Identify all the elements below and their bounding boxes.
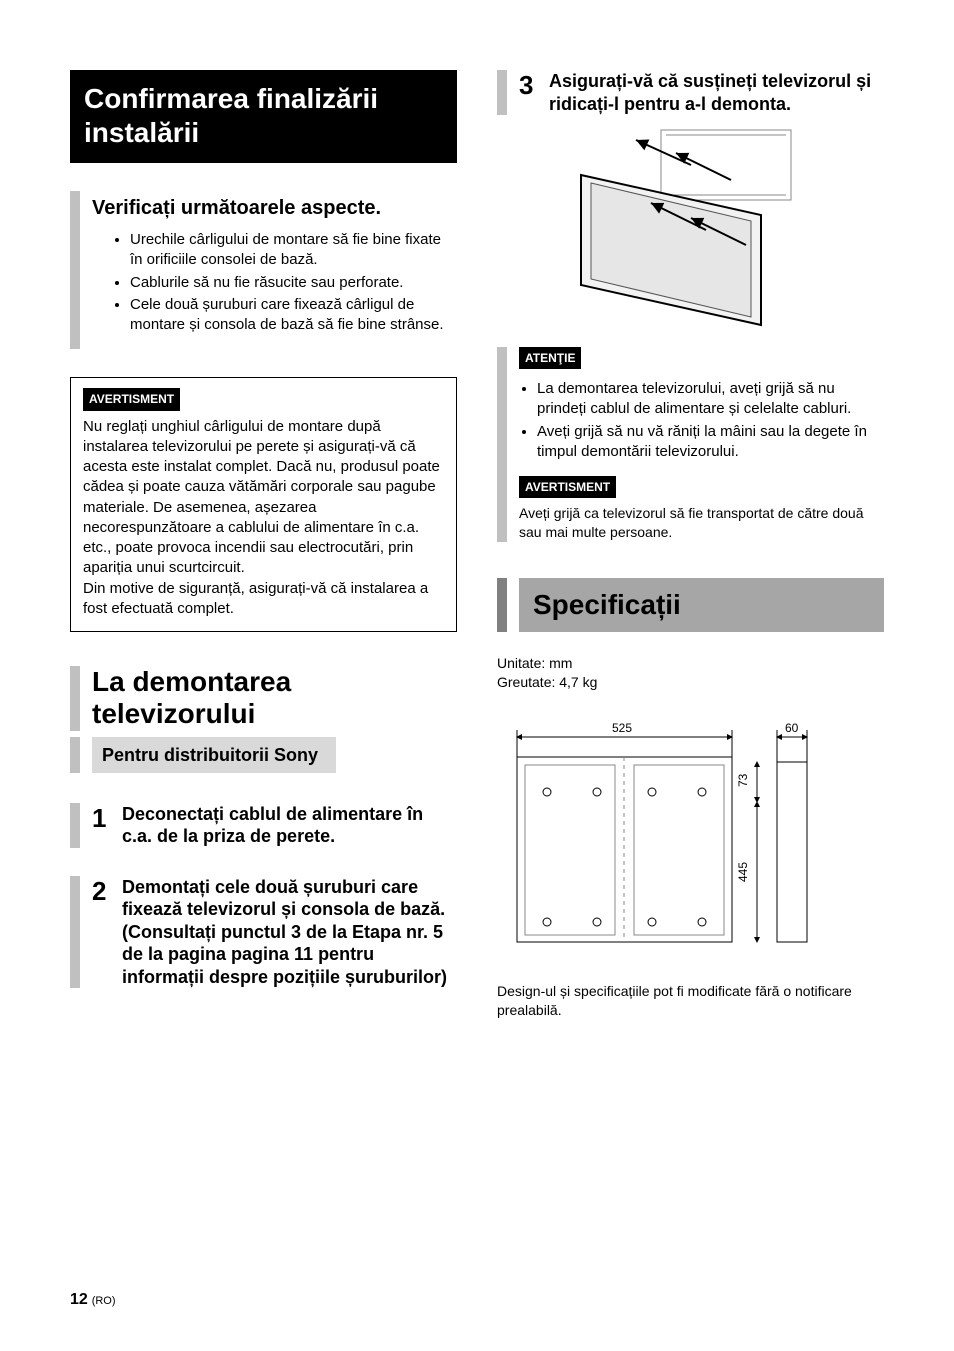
list-item: Aveți grijă să nu vă răniți la mâini sau… [537, 422, 884, 463]
gray-rule [70, 803, 80, 848]
page-num-value: 12 [70, 1291, 88, 1308]
step-number: 3 [519, 70, 549, 115]
sub-banner-sony: Pentru distribuitorii Sony [92, 737, 336, 773]
step-text: Asigurați-vă că susțineți televizorul și… [549, 70, 884, 115]
gray-rule [70, 666, 80, 730]
gray-rule [497, 70, 507, 115]
list-item: Cablurile să nu fie răsucite sau perfora… [130, 273, 457, 293]
right-column: 3 Asigurați-vă că susțineți televizorul … [497, 70, 884, 1020]
left-column: Confirmarea finalizării instalării Verif… [70, 70, 457, 1020]
warning-badge: AVERTISMENT [519, 476, 616, 498]
dim-width: 525 [612, 721, 632, 735]
gray-rule [70, 876, 80, 989]
disclaimer: Design-ul și specificațiile pot fi modif… [497, 982, 884, 1020]
step-text: Deconectați cablul de alimentare în c.a.… [122, 803, 457, 848]
warning-box: AVERTISMENT Nu reglați unghiul cârligulu… [70, 377, 457, 632]
warning-badge: AVERTISMENT [83, 388, 180, 410]
spec-heading: Specificații [519, 578, 884, 632]
gray-rule [497, 347, 507, 542]
verify-list: Urechile cârligului de montare să fie bi… [112, 230, 457, 335]
banner-demont: La demontarea televizorului [92, 666, 457, 730]
unit-line: Unitate: mm [497, 654, 884, 673]
gray-rule [70, 737, 80, 773]
verify-heading: Verificați următoarele aspecte. [92, 191, 457, 226]
step-3: 3 Asigurați-vă că susțineți televizorul … [497, 70, 884, 115]
list-item: Urechile cârligului de montare să fie bi… [130, 230, 457, 271]
dim-depth: 60 [785, 721, 799, 735]
warning-text-2: Din motive de siguranță, asigurați-vă că… [83, 579, 444, 620]
step-number: 2 [92, 876, 122, 989]
warning-text: Aveți grijă ca televizorul să fie transp… [519, 504, 884, 542]
warning-text-1: Nu reglați unghiul cârligului de montare… [83, 417, 444, 579]
page-lang: (RO) [92, 1295, 116, 1307]
step-2: 2 Demontați cele două șuruburi care fixe… [70, 876, 457, 989]
caution-badge: ATENŢIE [519, 347, 581, 369]
tv-lift-figure [541, 125, 841, 335]
list-item: La demontarea televizorului, aveți grijă… [537, 379, 884, 420]
spec-diagram: 525 60 73 445 [497, 702, 817, 962]
dim-h2: 445 [736, 861, 750, 881]
step-number: 1 [92, 803, 122, 848]
dim-h1: 73 [736, 773, 750, 787]
gray-rule [70, 191, 80, 349]
banner-confirm: Confirmarea finalizării instalării [70, 70, 457, 163]
page-number: 12 (RO) [70, 1289, 116, 1311]
gray-rule [497, 578, 507, 632]
list-item: Cele două șuruburi care fixează cârligul… [130, 295, 457, 336]
weight-line: Greutate: 4,7 kg [497, 673, 884, 692]
step-text: Demontați cele două șuruburi care fixeaz… [122, 876, 457, 989]
caution-block: ATENŢIE La demontarea televizorului, ave… [497, 347, 884, 542]
step-1: 1 Deconectați cablul de alimentare în c.… [70, 803, 457, 848]
